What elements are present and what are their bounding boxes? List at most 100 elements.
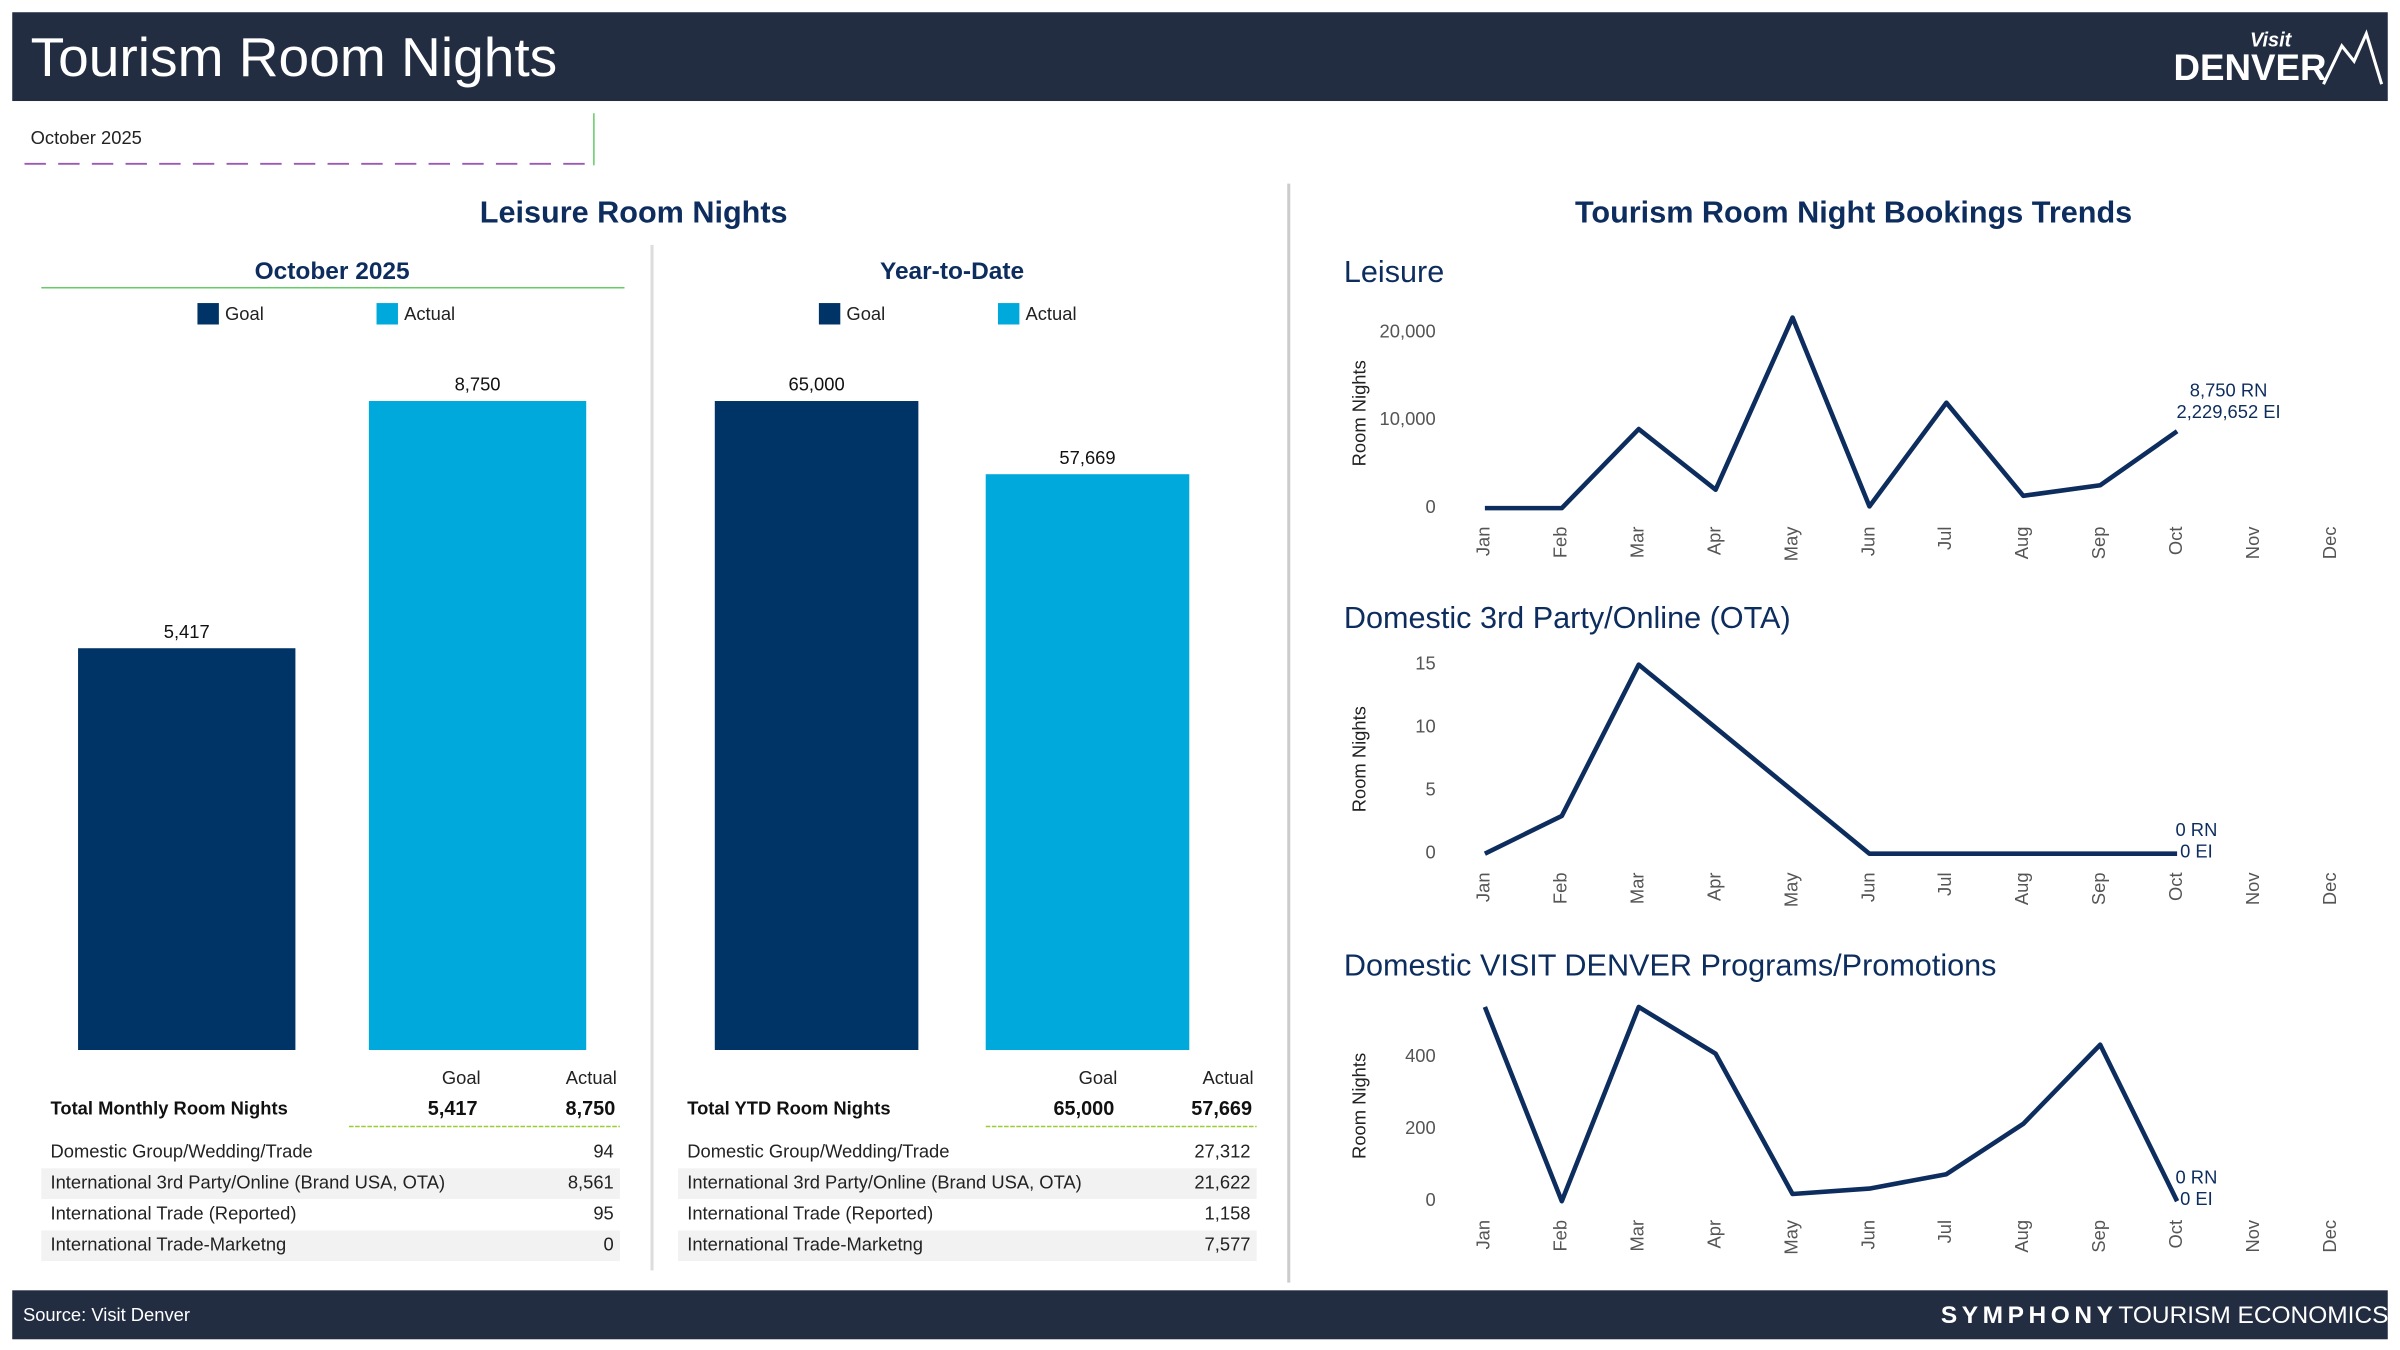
legend-swatch xyxy=(818,303,841,325)
x-tick-label: Sep xyxy=(2088,1220,2109,1253)
x-tick-label: Nov xyxy=(2242,526,2263,559)
line xyxy=(1482,1004,2180,1204)
footer-bar xyxy=(12,1290,2388,1340)
x-tick-label: Jul xyxy=(1934,527,1955,550)
bar xyxy=(985,474,1190,1050)
column-header: Actual xyxy=(1203,1067,1254,1088)
y-tick-label: 5 xyxy=(1425,779,1435,800)
x-tick-label: Sep xyxy=(2088,872,2109,905)
logo-mountain xyxy=(2322,29,2384,85)
x-tick-label: Nov xyxy=(2242,872,2263,905)
column-header: Actual xyxy=(566,1067,617,1088)
x-tick-label: Jun xyxy=(1857,527,1878,557)
y-tick-label: 400 xyxy=(1405,1045,1436,1066)
row-value: 8,561 xyxy=(568,1171,614,1192)
panel-title: Leisure Room Nights xyxy=(480,195,788,229)
legend-swatch xyxy=(376,303,398,325)
total-actual: 8,750 xyxy=(566,1098,616,1120)
total-label: Total Monthly Room Nights xyxy=(51,1098,288,1119)
row-label: International 3rd Party/Online (Brand US… xyxy=(687,1171,1082,1192)
line xyxy=(1483,662,2178,857)
x-tick-label: Dec xyxy=(2319,1220,2340,1253)
row-label: International Trade (Reported) xyxy=(51,1203,297,1224)
y-axis-label: Room Nights xyxy=(1349,1053,1370,1159)
total-label: Total YTD Room Nights xyxy=(687,1098,890,1119)
x-tick-label: Oct xyxy=(2165,1220,2186,1249)
x-tick-label: Feb xyxy=(1550,1220,1571,1252)
x-tick-label: Jan xyxy=(1473,1220,1494,1250)
row-band xyxy=(678,1168,1257,1199)
chart-title: Domestic 3rd Party/Online (OTA) xyxy=(1344,601,1791,635)
x-tick-label: Dec xyxy=(2319,527,2340,560)
line xyxy=(1484,315,2179,511)
x-tick-label: Mar xyxy=(1627,527,1648,559)
chart-title: Domestic VISIT DENVER Programs/Promotion… xyxy=(1344,948,1997,982)
x-tick-label: Jun xyxy=(1857,872,1878,902)
row-band xyxy=(678,1230,1257,1262)
chart-title: Year-to-Date xyxy=(880,258,1024,285)
value-label: 65,000 xyxy=(789,374,845,395)
value-label: 5,417 xyxy=(164,621,210,642)
column-header: Goal xyxy=(442,1067,481,1088)
total-goal: 65,000 xyxy=(1053,1098,1114,1120)
x-tick-label: May xyxy=(1780,1219,1801,1255)
x-tick-label: Apr xyxy=(1703,527,1724,556)
y-tick-label: 10,000 xyxy=(1380,408,1436,429)
row-label: Domestic Group/Wedding/Trade xyxy=(687,1140,949,1161)
legend-label: Actual xyxy=(404,303,455,324)
logo-top: Visit xyxy=(2250,30,2293,52)
row-value: 94 xyxy=(593,1140,613,1161)
x-tick-label: Feb xyxy=(1550,872,1571,904)
y-tick-label: 20,000 xyxy=(1380,320,1436,341)
bar xyxy=(368,401,587,1051)
row-band xyxy=(41,1168,620,1199)
x-tick-label: Jun xyxy=(1857,1220,1878,1250)
row-value: 21,622 xyxy=(1194,1171,1250,1192)
x-tick-label: Feb xyxy=(1550,527,1571,559)
logo-main: DENVER xyxy=(2173,47,2326,88)
x-tick-label: Sep xyxy=(2088,527,2109,560)
row-value: 7,577 xyxy=(1205,1234,1251,1255)
row-band xyxy=(41,1230,620,1262)
y-tick-label: 200 xyxy=(1405,1117,1436,1138)
annotation: 0 RN xyxy=(2176,1166,2218,1187)
annotation: 2,229,652 EI xyxy=(2177,401,2281,422)
x-tick-label: Aug xyxy=(2011,1220,2032,1253)
x-tick-label: Jul xyxy=(1934,872,1955,895)
y-tick-label: 0 xyxy=(1425,842,1435,863)
x-tick-label: Jan xyxy=(1473,527,1494,557)
legend-label: Goal xyxy=(225,303,264,324)
x-tick-label: Oct xyxy=(2165,872,2186,901)
value-label: 57,669 xyxy=(1059,447,1115,468)
row-value: 27,312 xyxy=(1194,1140,1250,1161)
chart-title: October 2025 xyxy=(255,258,410,285)
panel-title: Tourism Room Night Bookings Trends xyxy=(1575,195,2132,229)
x-tick-label: Apr xyxy=(1703,872,1724,901)
legend-swatch xyxy=(997,303,1020,325)
column-header: Goal xyxy=(1079,1067,1118,1088)
x-tick-label: Apr xyxy=(1703,1220,1724,1249)
y-axis-label: Room Nights xyxy=(1349,360,1370,466)
row-label: International Trade-Marketng xyxy=(687,1234,923,1255)
x-tick-label: Jul xyxy=(1934,1220,1955,1243)
y-tick-label: 15 xyxy=(1415,652,1435,673)
x-tick-label: Mar xyxy=(1627,872,1648,904)
legend-label: Actual xyxy=(1026,303,1077,324)
x-tick-label: Jan xyxy=(1473,872,1494,902)
annotation: 8,750 RN xyxy=(2190,380,2268,401)
filter-label[interactable]: October 2025 xyxy=(31,127,142,148)
annotation: 0 RN xyxy=(2176,819,2218,840)
x-tick-label: May xyxy=(1780,526,1801,562)
x-tick-label: Nov xyxy=(2242,1219,2263,1252)
y-tick-label: 0 xyxy=(1425,1189,1435,1210)
x-tick-label: Oct xyxy=(2165,527,2186,556)
bar xyxy=(714,401,919,1051)
row-value: 0 xyxy=(604,1234,614,1255)
row-label: International Trade (Reported) xyxy=(687,1203,933,1224)
brand-sub: TOURISM ECONOMICS xyxy=(2118,1302,2388,1329)
row-label: International Trade-Marketng xyxy=(51,1234,287,1255)
x-tick-label: Mar xyxy=(1627,1220,1648,1252)
y-axis-label: Room Nights xyxy=(1349,706,1370,812)
